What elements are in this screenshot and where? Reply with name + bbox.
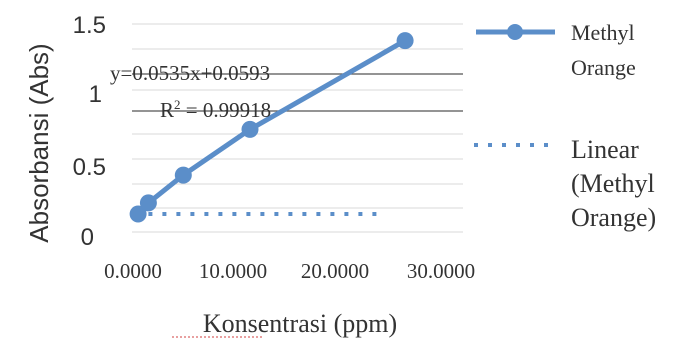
x-tick-label: 30.0000 — [407, 259, 475, 283]
regression-equation: y=0.0535x+0.0593 — [110, 61, 270, 85]
series-methyl-orange-markers — [129, 32, 414, 223]
x-tick-label: 0.0000 — [104, 259, 162, 283]
legend-series-label-line1: Methyl — [571, 20, 635, 45]
x-axis-ticks: 0.0000 10.0000 20.0000 30.0000 — [104, 259, 475, 283]
grid — [132, 23, 463, 233]
r-squared-superscript: 2 — [174, 97, 181, 112]
data-point — [139, 194, 157, 212]
data-point — [129, 205, 147, 223]
y-axis-ticks: 0 0.5 1 1.5 — [73, 12, 106, 251]
r-squared-prefix: R — [160, 98, 174, 122]
data-point — [241, 120, 259, 138]
x-tick-label: 20.0000 — [301, 259, 369, 283]
x-tick-label: 10.0000 — [199, 259, 267, 283]
data-point — [396, 32, 414, 50]
r-squared-label: R2 = 0.99918 — [160, 97, 271, 122]
y-tick-label: 0.5 — [73, 154, 106, 181]
legend-series-marker — [507, 24, 523, 40]
y-axis-title: Absorbansi (Abs) — [24, 43, 54, 242]
legend-series-label-line2: Orange — [571, 55, 636, 80]
legend-trendline-label-line1: Linear — [571, 135, 639, 164]
legend-trendline-label-line3: Orange) — [571, 203, 656, 232]
x-axis-title: Konsentrasi (ppm) — [203, 309, 397, 338]
r-squared-value: = 0.99918 — [181, 98, 272, 122]
y-tick-label: 1.5 — [73, 12, 106, 39]
legend-trendline-label-line2: (Methyl — [571, 169, 655, 198]
y-tick-label: 0 — [81, 224, 94, 251]
legend: Methyl Orange Linear (Methyl Orange) — [474, 20, 656, 232]
data-point — [174, 166, 192, 184]
y-tick-label: 1 — [89, 81, 102, 108]
